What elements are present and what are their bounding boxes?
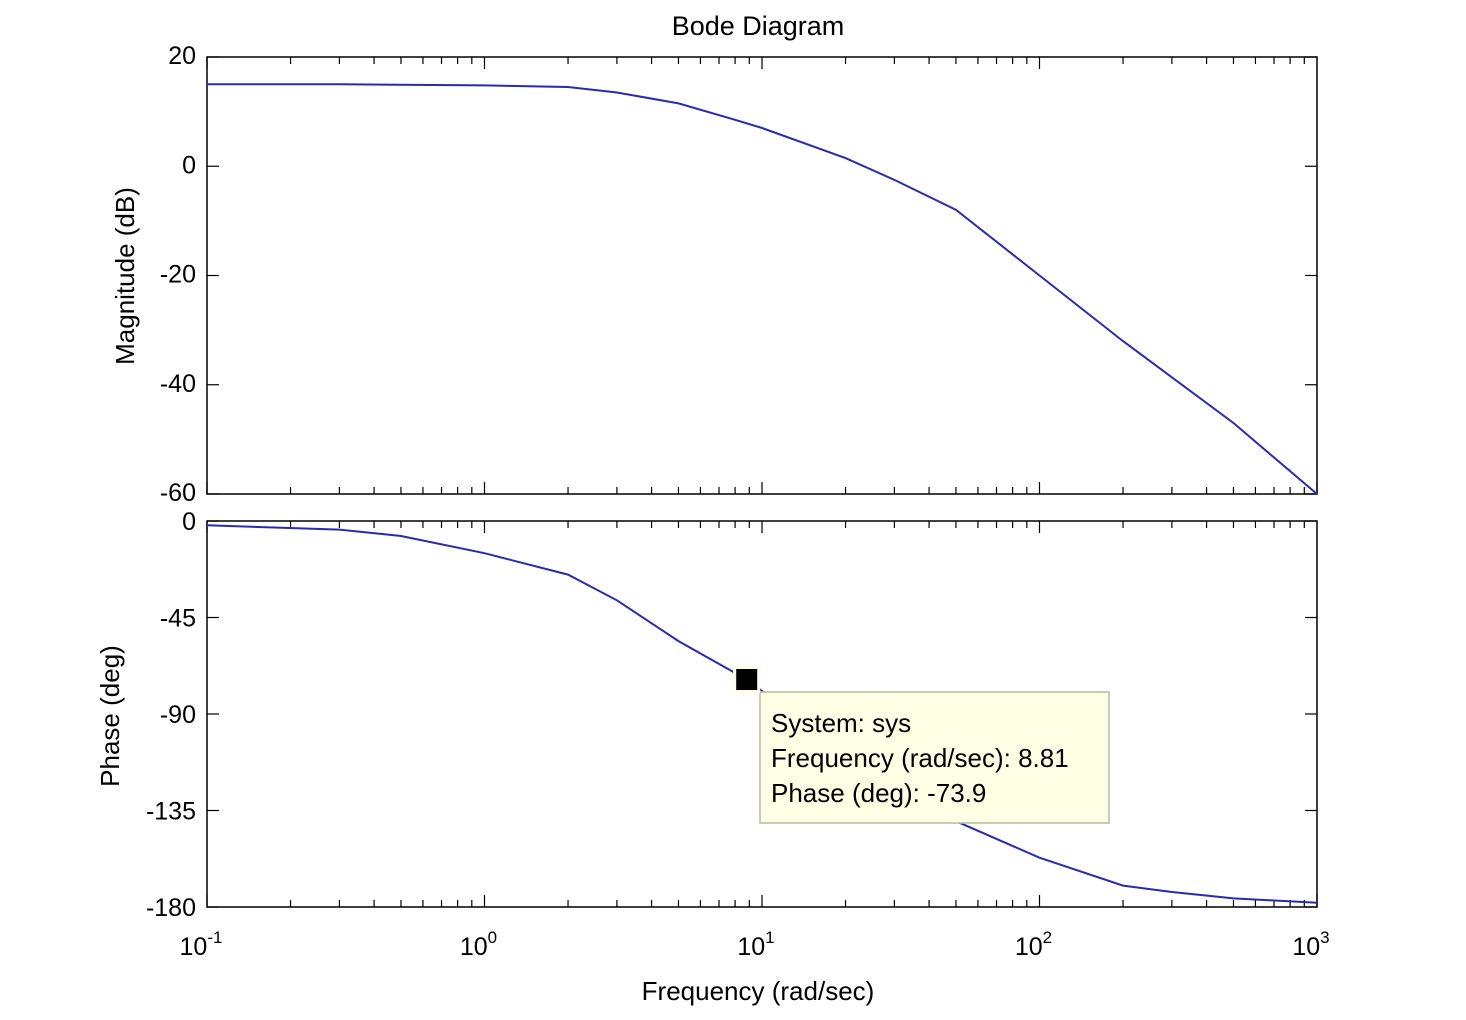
y-tick-label: -180	[146, 894, 196, 922]
magnitude-axes: 20 0 -20 -40 -60 Magnitude (dB)	[110, 42, 1318, 507]
data-tip-marker[interactable]	[733, 666, 761, 693]
y-tick-label: -20	[160, 261, 196, 289]
y-tick-label: -60	[160, 479, 196, 507]
x-tick-label: 102	[1015, 928, 1052, 961]
data-tip[interactable]: System: sys Frequency (rad/sec): 8.81 Ph…	[733, 666, 1110, 824]
phase-ylabel: Phase (deg)	[95, 645, 125, 787]
phase-axes: 0 -45 -90 -135 -180 Phase (deg)	[95, 508, 1318, 922]
x-axis-label: Frequency (rad/sec)	[642, 976, 875, 1006]
y-tick-label: -40	[160, 370, 196, 398]
x-tick-label: 101	[737, 928, 774, 961]
y-tick-label: 0	[182, 151, 196, 179]
magnitude-y-tick-labels: 20 0 -20 -40 -60	[160, 42, 196, 507]
phase-y-tick-labels: 0 -45 -90 -135 -180	[146, 508, 196, 922]
data-tip-line-frequency: Frequency (rad/sec): 8.81	[771, 743, 1069, 773]
magnitude-plot-area	[206, 56, 1318, 495]
y-tick-label: -45	[160, 605, 196, 633]
magnitude-ylabel: Magnitude (dB)	[110, 187, 140, 365]
x-tick-label: 100	[460, 928, 497, 961]
data-tip-line-system: System: sys	[771, 708, 911, 738]
phase-ticks	[206, 520, 1318, 908]
magnitude-ticks	[206, 56, 1318, 495]
y-tick-label: 20	[168, 42, 196, 70]
x-tick-label: 103	[1292, 928, 1329, 961]
chart-title: Bode Diagram	[672, 11, 845, 41]
x-tick-labels: 10-1 100 101 102 103	[180, 928, 1330, 961]
y-tick-label: 0	[182, 508, 196, 536]
x-tick-label: 10-1	[180, 928, 223, 961]
magnitude-line	[207, 83, 1318, 495]
data-tip-line-phase: Phase (deg): -73.9	[771, 778, 986, 808]
data-tip-box	[759, 691, 1110, 824]
y-tick-label: -135	[146, 798, 196, 826]
y-tick-label: -90	[160, 701, 196, 729]
